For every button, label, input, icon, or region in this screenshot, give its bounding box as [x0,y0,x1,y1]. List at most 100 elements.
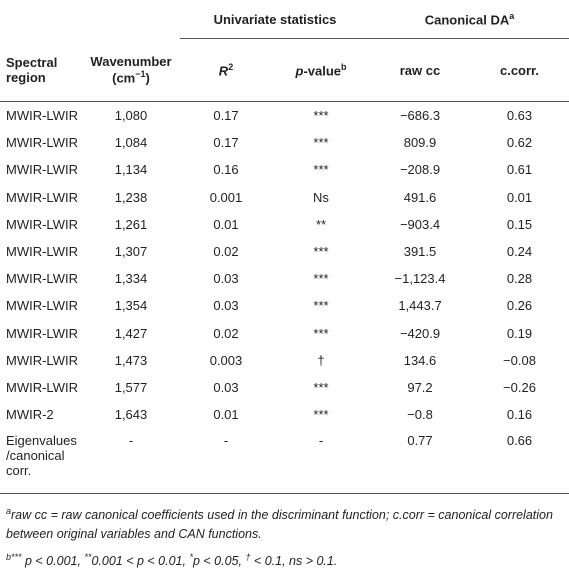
footnote-mark: a [6,506,12,517]
table-cell: 0.03 [213,379,239,395]
table-cell: 0.03 [213,298,239,314]
table-cell: 0.26 [506,298,533,314]
footnote-mark: † [245,552,251,563]
table-cell: *** [313,244,329,260]
table-cell: 1,238 [114,189,148,205]
footnote-text: raw cc = raw canonical coefficients used… [6,508,553,542]
table-cell: *** [313,379,329,395]
table-cell: 0.02 [213,325,239,341]
table-cell: 0.66 [470,428,569,495]
table-cell: −0.08 [503,352,536,368]
table-cell: MWIR-LWIR [6,325,78,341]
table-cell: 1,261 [114,216,148,232]
table-cell: 134.6 [403,352,437,368]
footnote-text: p < 0.001, [21,554,85,569]
table-cell: 0.28 [506,271,533,287]
table-cell: 0.61 [506,162,533,178]
table-cell: MWIR-LWIR [6,162,78,178]
footnote: b*** p < 0.001, **0.001 < p < 0.01, *p <… [6,548,563,571]
table-cell: −208.9 [399,162,441,178]
footnote-mark: ** [84,552,92,563]
table-row: Eigenvalues /canonical corr. - - -0.77 0.66 [0,428,569,495]
table-row: MWIR-LWIR 1,354 0.03 *** 1,443.7 0.26 [0,292,569,319]
footnotes: araw cc = raw canonical coefficients use… [0,494,569,571]
column-header-text: Spectral region [6,54,58,85]
table-cell: 1,134 [114,162,148,178]
table-row: MWIR-LWIR 1,577 0.03 *** 97.2 −0.26 [0,374,569,401]
table-cell: MWIR-LWIR [6,216,78,232]
table-cell: 1,354 [114,298,148,314]
table-cell: 0.01 [213,216,239,232]
footnote: araw cc = raw canonical coefficients use… [6,502,563,544]
table-cell: 1,473 [114,352,148,368]
table-cell: *** [313,162,329,178]
table-row: MWIR-LWIR 1,261 0.01 ** −903.4 0.15 [0,211,569,238]
table-cell: 1,084 [114,135,148,151]
table-cell: 1,643 [114,407,148,423]
table-cell: 0.15 [506,216,533,232]
table-row: MWIR-2 1,643 0.01 *** −0.8 0.16 [0,401,569,428]
table-cell: −0.26 [503,379,536,395]
table-cell: 0.17 [213,135,239,151]
table-cell: Eigenvalues /canonical corr. [0,428,82,495]
table-cell: *** [313,298,329,314]
column-header-text: Wavenumber (cm [90,54,172,86]
table-cell: 0.77 [370,428,470,495]
table-cell: −1,123.4 [394,271,446,287]
table-cell: 1,577 [114,379,148,395]
table-cell: - [82,428,180,495]
table-row: MWIR-LWIR 1,238 0.001 Ns 491.6 0.01 [0,184,569,211]
group-header-text: Univariate statistics [213,11,337,27]
table-cell: 809.9 [403,135,437,151]
table-cell: 0.001 [209,189,243,205]
table-cell: 0.02 [213,244,239,260]
table-cell: −903.4 [399,216,441,232]
table-cell: 97.2 [407,379,433,395]
table-cell: 0.63 [506,108,533,124]
table-cell: 0.17 [213,108,239,124]
table-cell: - [180,428,272,495]
table-cell: 1,080 [114,108,148,124]
group-header-row: Univariate statistics Canonical DAa [0,0,569,39]
column-header-sup: −1 [135,69,146,80]
table-row: MWIR-LWIR 1,080 0.17 *** −686.3 0.63 [0,102,569,130]
table-cell: 0.003 [209,352,243,368]
table-cell: MWIR-LWIR [6,108,78,124]
table-row: MWIR-LWIR 1,307 0.02 *** 391.5 0.24 [0,238,569,265]
table-cell: 0.01 [213,407,239,423]
table-cell: 0.16 [213,162,239,178]
footnote-text: 0.001 < p < 0.01, [91,554,190,569]
table-cell: *** [313,271,329,287]
column-header-row: Spectral region Wavenumber (cm−1) R2 p-valu… [0,38,569,102]
column-header: R2 [180,38,272,102]
table-cell: - [272,428,370,495]
table-cell: MWIR-LWIR [6,298,78,314]
table-cell: 1,334 [114,271,148,287]
column-header-text: raw cc [399,62,441,78]
table-cell: 0.19 [506,325,533,341]
table-cell: MWIR-LWIR [6,135,78,151]
table-cell: MWIR-LWIR [6,379,78,395]
table-row: MWIR-LWIR 1,134 0.16 *** −208.9 0.61 [0,156,569,183]
table-cell: 0.03 [213,271,239,287]
table-cell: MWIR-LWIR [6,189,78,205]
table-cell: −686.3 [399,108,441,124]
footnote-mark: * [189,552,193,563]
column-header: raw cc [370,38,470,102]
column-header-text: -value [303,63,342,79]
table-row: MWIR-LWIR 1,084 0.17 *** 809.9 0.62 [0,129,569,156]
column-header-italic: R [218,63,229,79]
column-header: Spectral region [0,38,82,102]
table-cell: MWIR-LWIR [6,244,78,260]
group-header-text: Canonical DA [424,12,510,28]
table-cell: −420.9 [399,325,441,341]
column-header-sup: 2 [228,61,234,72]
column-header: c.corr. [470,38,569,102]
column-header-italic: p [295,63,304,79]
column-header-text: ) [145,70,150,86]
group-header: Univariate statistics [180,0,370,39]
table-cell: *** [313,325,329,341]
table-cell: 0.24 [506,244,533,260]
footnote-mark: b*** [6,552,22,563]
